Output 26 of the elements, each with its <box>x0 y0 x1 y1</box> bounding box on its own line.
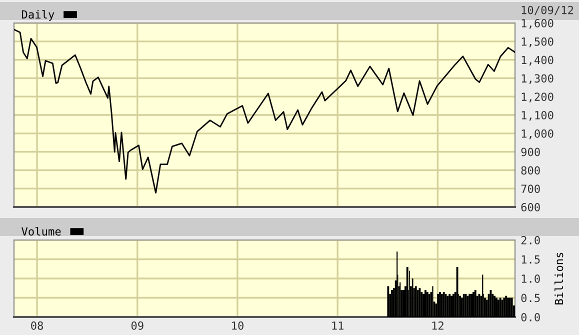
y-tick-label: 1,000 <box>522 129 554 140</box>
legend-label: Volume <box>22 226 61 236</box>
x-tick-label: 08 <box>31 321 44 330</box>
y-tick-label: 0.5 <box>521 294 540 302</box>
text: 10/09/12 <box>522 6 574 16</box>
y-tick-label: 2.0 <box>521 236 540 244</box>
y-tick-label: 700 <box>521 184 540 194</box>
line-series <box>14 28 515 194</box>
y-tick-label: 1,100 <box>522 111 554 121</box>
y2-axis-title: Billions <box>554 252 564 304</box>
y-tick-label: 1.5 <box>522 255 540 264</box>
x-tick-label: 12 <box>432 321 444 330</box>
legend-label: Daily <box>22 10 54 21</box>
x-tick-label: 09 <box>131 321 144 330</box>
y-tick-label: 600 <box>521 203 540 212</box>
x-tick-label: 11 <box>332 322 344 330</box>
y-tick-label: 1,200 <box>522 92 554 102</box>
x-tick-label: 10 <box>232 321 244 330</box>
y-tick-label: 800 <box>521 166 540 175</box>
y-tick-label: 900 <box>521 148 540 156</box>
y-tick-label: 1,500 <box>522 37 554 48</box>
y-tick-label: 1.0 <box>522 274 540 283</box>
y-tick-label: 1,600 <box>522 19 554 29</box>
y-tick-label: 1,400 <box>522 56 554 66</box>
y-tick-label: 0.0 <box>521 313 540 322</box>
y-tick-label: 1,300 <box>522 74 554 84</box>
